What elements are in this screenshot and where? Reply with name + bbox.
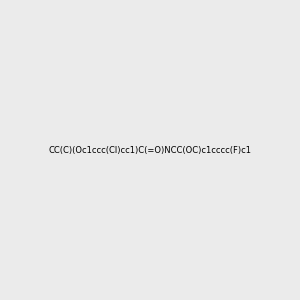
Text: CC(C)(Oc1ccc(Cl)cc1)C(=O)NCC(OC)c1cccc(F)c1: CC(C)(Oc1ccc(Cl)cc1)C(=O)NCC(OC)c1cccc(F… [49,146,251,154]
